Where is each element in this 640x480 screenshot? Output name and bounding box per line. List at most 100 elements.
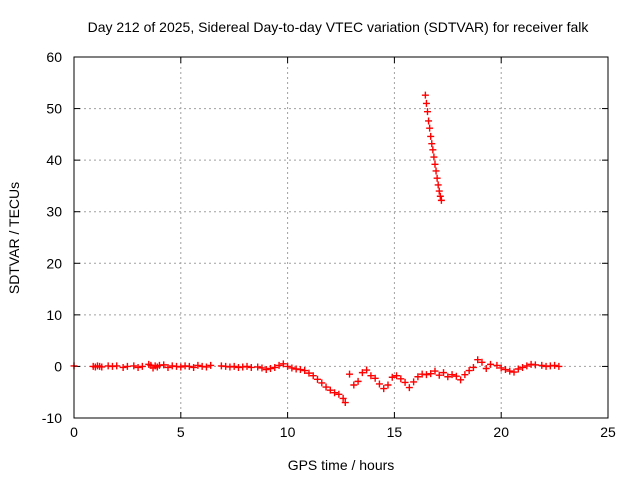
data-point [123,362,131,370]
data-point [435,371,443,379]
data-point [314,375,322,383]
data-point [429,146,437,154]
data-point [474,356,482,364]
data-point [284,362,292,370]
data-point [288,364,296,372]
data-point [331,389,339,397]
data-point [501,366,509,374]
data-point [202,363,210,371]
data-point [425,117,433,125]
y-tick-label: 0 [54,358,62,374]
data-point [493,361,501,369]
data-point [510,368,518,376]
data-point [431,160,439,168]
data-point [422,371,430,379]
data-point [346,370,354,378]
data-point [160,361,168,369]
chart-title: Day 212 of 2025, Sidereal Day-to-day VTE… [88,19,590,35]
data-point [322,383,330,391]
y-tick-label: 40 [46,152,62,168]
data-point [434,181,442,189]
data-point [444,373,452,381]
grid [74,57,608,418]
data-point [435,187,443,195]
data-point [375,380,383,388]
data-point [405,384,413,392]
data-point [461,371,469,379]
plot-frame [73,56,609,419]
data-point [448,371,456,379]
data-point [519,363,527,371]
data-point [426,124,434,132]
data-point [305,369,313,377]
data-point [410,378,418,386]
data-point [422,99,430,107]
data-point [393,372,401,380]
y-tick-label: 30 [46,204,62,220]
y-tick-label: 20 [46,255,62,271]
data-point [388,373,396,381]
data-point [301,367,309,375]
data-point [254,363,262,371]
data-point [551,361,559,369]
data-point [243,362,251,370]
data-point [514,365,522,373]
data-point [339,394,347,402]
data-point [421,91,429,99]
data-point [98,363,106,371]
data-point [138,362,146,370]
data-point [271,363,279,371]
x-tick-label: 15 [387,424,403,440]
data-point [384,381,392,389]
data-point [424,108,432,116]
data-point [430,153,438,161]
y-tick-label: 10 [46,307,62,323]
data-point [275,361,283,369]
data-point [465,367,473,375]
x-tick-label: 5 [177,424,185,440]
x-axis-label: GPS time / hours [288,457,395,473]
data-point [177,363,185,371]
data-point [119,363,127,371]
data-point [427,132,435,140]
data-point [185,362,193,370]
data-point [350,381,358,389]
x-tick-label: 10 [280,424,296,440]
data-point [190,363,198,371]
data-point [309,372,317,380]
data-point [363,366,371,374]
data-point [326,386,334,394]
data-point [555,362,563,370]
data-point [335,390,343,398]
data-point [531,361,539,369]
data-point [497,364,505,372]
data-point [258,364,266,372]
data-point [318,379,326,387]
data-point [247,363,255,371]
data-point [506,367,514,375]
data-point [358,369,366,377]
y-axis-label: SDTVAR / TECUs [6,182,22,294]
data-point [267,364,275,372]
data-point [478,358,486,366]
data-points [70,91,563,407]
data-point [437,196,445,204]
data-point [431,367,439,375]
data-point [436,192,444,200]
data-point [296,366,304,374]
data-point [130,362,138,370]
data-point [440,369,448,377]
data-point [523,362,531,370]
data-point [487,360,495,368]
y-tick-label: 50 [46,101,62,117]
data-point [371,374,379,382]
data-point [482,364,490,372]
y-tick-label: -10 [42,410,62,426]
x-tick-label: 20 [493,424,509,440]
data-point [354,377,362,385]
data-point [262,366,270,374]
data-point [457,376,465,384]
x-tick-label: 0 [70,424,78,440]
data-point [164,363,172,371]
data-point [452,372,460,380]
